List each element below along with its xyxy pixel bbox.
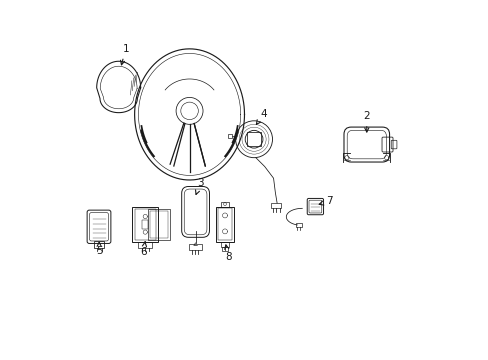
Bar — [132, 207, 158, 242]
Bar — [295, 223, 301, 228]
Bar — [150, 211, 167, 238]
Bar — [142, 220, 148, 229]
Text: 7: 7 — [319, 196, 332, 206]
Bar — [148, 209, 169, 240]
Text: 5: 5 — [96, 242, 102, 256]
Text: 1: 1 — [120, 44, 129, 65]
Text: 6: 6 — [140, 242, 146, 257]
Bar — [270, 203, 281, 208]
Text: 4: 4 — [256, 109, 267, 125]
Bar — [189, 244, 202, 249]
Bar — [222, 247, 227, 251]
Bar — [218, 208, 231, 240]
Bar — [216, 207, 233, 242]
Bar — [94, 241, 104, 248]
Text: 8: 8 — [224, 245, 231, 262]
Bar — [138, 242, 152, 248]
Bar — [220, 242, 229, 247]
Bar — [246, 132, 261, 146]
Text: 2: 2 — [363, 111, 369, 132]
Text: 3: 3 — [195, 179, 203, 194]
Bar — [220, 202, 229, 207]
Bar — [227, 134, 232, 138]
Bar — [134, 209, 156, 239]
